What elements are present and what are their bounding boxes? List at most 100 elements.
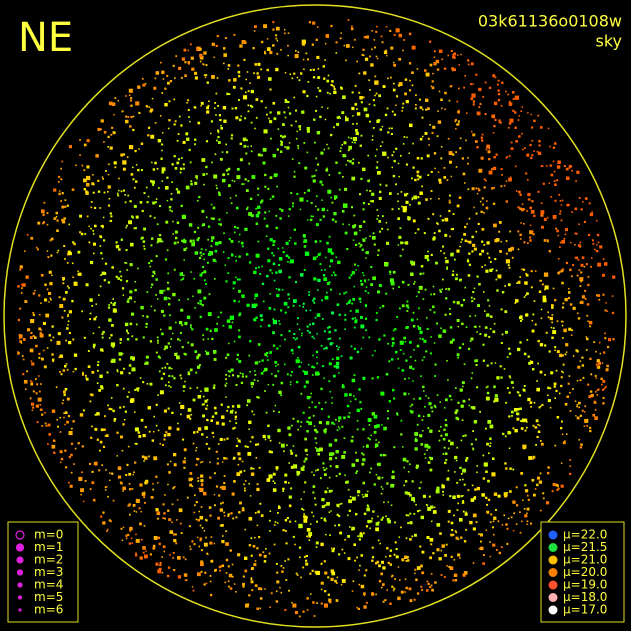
star	[379, 190, 382, 194]
star	[297, 357, 299, 359]
star	[477, 222, 480, 225]
star	[157, 569, 162, 574]
star	[223, 62, 225, 65]
star	[269, 88, 272, 91]
star	[385, 49, 387, 52]
star	[414, 572, 416, 575]
star	[48, 334, 51, 337]
star	[377, 462, 381, 467]
star	[412, 142, 414, 145]
star	[336, 576, 339, 579]
star	[344, 187, 348, 191]
star	[559, 210, 562, 212]
star	[92, 229, 95, 232]
star	[204, 399, 208, 403]
star	[164, 366, 167, 369]
star	[225, 373, 227, 376]
star	[134, 289, 137, 292]
star	[336, 345, 338, 347]
star	[454, 455, 458, 460]
star	[86, 175, 91, 181]
star	[452, 579, 455, 582]
star	[440, 549, 443, 552]
star	[103, 141, 105, 143]
magnitude-marker	[16, 569, 24, 576]
star	[456, 100, 459, 103]
star	[327, 74, 330, 77]
star	[590, 257, 593, 259]
star	[290, 192, 293, 194]
star	[364, 493, 368, 498]
star	[403, 39, 406, 41]
star	[228, 79, 231, 82]
star	[452, 495, 456, 499]
star	[381, 424, 383, 426]
star	[197, 395, 202, 399]
star	[363, 220, 366, 223]
star	[517, 408, 520, 411]
star	[99, 207, 102, 209]
star	[112, 303, 116, 306]
star	[454, 471, 456, 473]
star	[94, 224, 97, 228]
magnitude-marker	[17, 595, 23, 600]
star	[226, 212, 228, 214]
star	[421, 589, 423, 591]
star	[397, 566, 400, 568]
star	[314, 497, 316, 500]
star	[603, 387, 606, 390]
star	[199, 302, 202, 305]
star	[205, 165, 208, 169]
star	[224, 384, 226, 386]
star	[397, 193, 399, 195]
star	[501, 291, 505, 294]
star	[432, 552, 435, 555]
star	[209, 476, 212, 479]
star	[221, 524, 224, 527]
star	[77, 250, 81, 254]
star	[199, 257, 202, 260]
star	[486, 503, 488, 506]
star	[116, 384, 119, 387]
star	[239, 372, 242, 375]
star	[410, 260, 414, 264]
star	[242, 95, 248, 100]
star	[362, 532, 365, 535]
star	[199, 48, 202, 51]
star	[468, 347, 471, 350]
star	[355, 243, 358, 246]
star	[196, 199, 199, 202]
star	[68, 481, 70, 484]
star	[406, 460, 409, 463]
star	[161, 132, 164, 134]
star	[150, 286, 152, 289]
star	[363, 592, 366, 595]
star	[322, 462, 325, 465]
star	[90, 436, 93, 439]
star	[444, 313, 447, 316]
star	[31, 402, 35, 406]
star	[580, 271, 583, 274]
star	[460, 536, 463, 539]
star	[194, 76, 198, 80]
star	[248, 544, 252, 547]
star	[470, 406, 474, 409]
star	[221, 540, 225, 544]
star	[215, 92, 218, 95]
star	[508, 155, 511, 157]
star	[169, 314, 171, 317]
star	[397, 84, 401, 87]
star	[509, 376, 512, 379]
star	[442, 329, 447, 333]
star	[362, 481, 365, 485]
star	[120, 371, 124, 375]
star	[124, 194, 126, 196]
star	[531, 230, 534, 233]
star	[401, 304, 405, 308]
star	[216, 322, 218, 325]
star	[214, 107, 216, 110]
star	[250, 537, 253, 540]
star	[188, 116, 190, 118]
star	[302, 566, 305, 569]
star	[275, 590, 278, 593]
